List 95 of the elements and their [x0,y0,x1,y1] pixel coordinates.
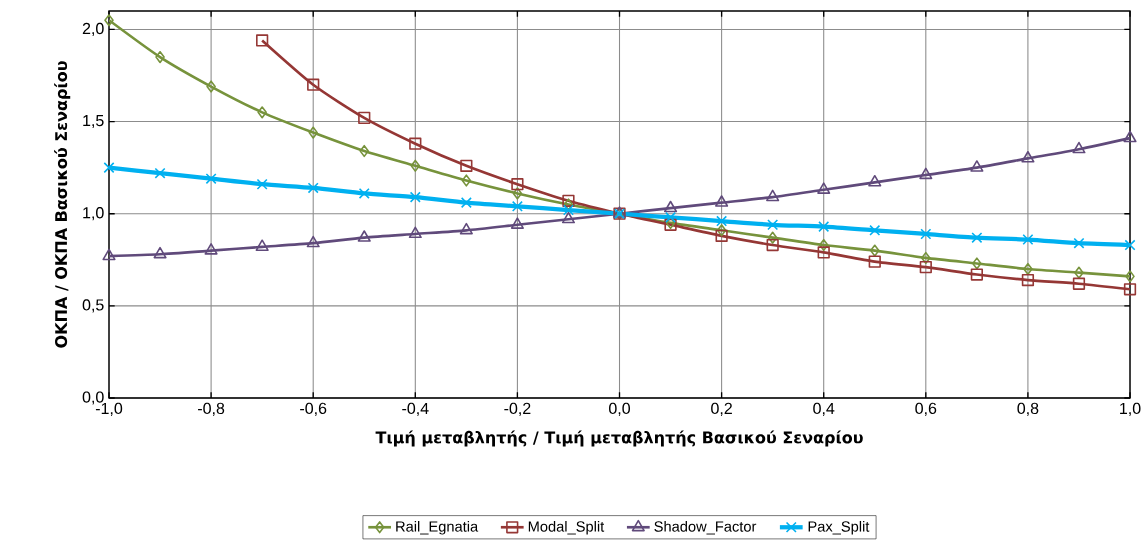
point [155,50,165,64]
point [561,211,576,224]
x-tick-label: 0,0 [609,402,631,416]
point [511,200,523,212]
point [460,197,472,209]
x-tick-label: -0,6 [300,402,327,416]
point [818,221,830,233]
point [767,231,778,244]
point [409,191,421,203]
point [921,251,931,265]
point [307,78,320,91]
point [102,248,116,261]
y-tick-label: 1,0 [83,207,104,221]
point [357,230,371,242]
point [460,159,473,172]
y-tick-label: 0,5 [82,299,104,313]
x-tick-label: 0,4 [813,402,835,416]
legend-label: Rail_Egnatia [396,520,479,535]
point [511,178,524,191]
point [104,14,114,27]
x-tick-label: 0,8 [1017,402,1039,416]
point [766,238,779,252]
point [562,194,575,207]
point [971,232,983,244]
point [818,238,829,252]
y-tick-label: 1,5 [83,115,104,129]
point [919,261,932,274]
point [512,187,523,200]
point [154,167,166,179]
point [716,224,727,237]
point [510,217,524,229]
point [970,160,984,172]
point [920,228,932,240]
point [103,162,115,174]
point [307,182,319,194]
point [1123,130,1137,143]
point [665,211,677,223]
point [1074,266,1084,279]
point [256,178,268,190]
point [256,34,269,47]
point [1125,270,1135,283]
x-tick-label: -0,2 [504,402,531,416]
point [206,80,216,93]
x-tick-label: 1,0 [1120,402,1141,416]
point [972,257,982,270]
point [409,137,422,150]
point [204,243,218,255]
legend-label: Shadow_Factor [654,520,757,535]
point [459,222,473,235]
point [358,111,371,125]
point [919,167,933,180]
point [766,189,780,202]
x-tick-label: -0,8 [198,402,225,416]
y-tick-label: 2,0 [82,22,104,37]
point [306,235,320,248]
point [1021,273,1035,287]
point [817,182,831,194]
y-axis-title: ΟΚΠΑ / ΟΚΠΑ Βασικού Σεναρίου [54,61,71,348]
point [461,174,472,187]
point [869,244,880,257]
x-axis-title: Τιμή μεταβλητής / Τιμή μεταβλητής Βασικού Σεναρίου [375,430,863,447]
point [868,174,882,187]
x-tick-label: -0,4 [402,402,429,416]
legend-label: Modal_Split [528,520,605,535]
x-tick-label: 0,6 [915,402,937,416]
point [562,204,574,216]
point [1124,239,1136,251]
legend-label: Pax_Split [808,520,870,535]
point [817,246,830,259]
point [1021,150,1035,163]
point [1072,141,1086,154]
point [715,229,728,242]
point [1123,283,1137,296]
point [205,173,217,185]
point [970,268,983,281]
point [869,224,881,236]
point [1022,233,1034,246]
point [255,239,269,252]
point [1023,262,1033,276]
point [1073,237,1085,249]
point [868,255,881,268]
x-tick-label: 0,2 [711,402,732,416]
point [257,106,267,119]
point [308,126,318,139]
point [153,246,167,259]
point [563,198,574,211]
point [359,144,370,158]
point [1072,277,1086,290]
point [715,195,729,207]
point [767,219,779,231]
point [408,226,422,239]
point [663,200,678,213]
point [358,187,370,199]
point [716,215,728,227]
point [410,159,421,172]
